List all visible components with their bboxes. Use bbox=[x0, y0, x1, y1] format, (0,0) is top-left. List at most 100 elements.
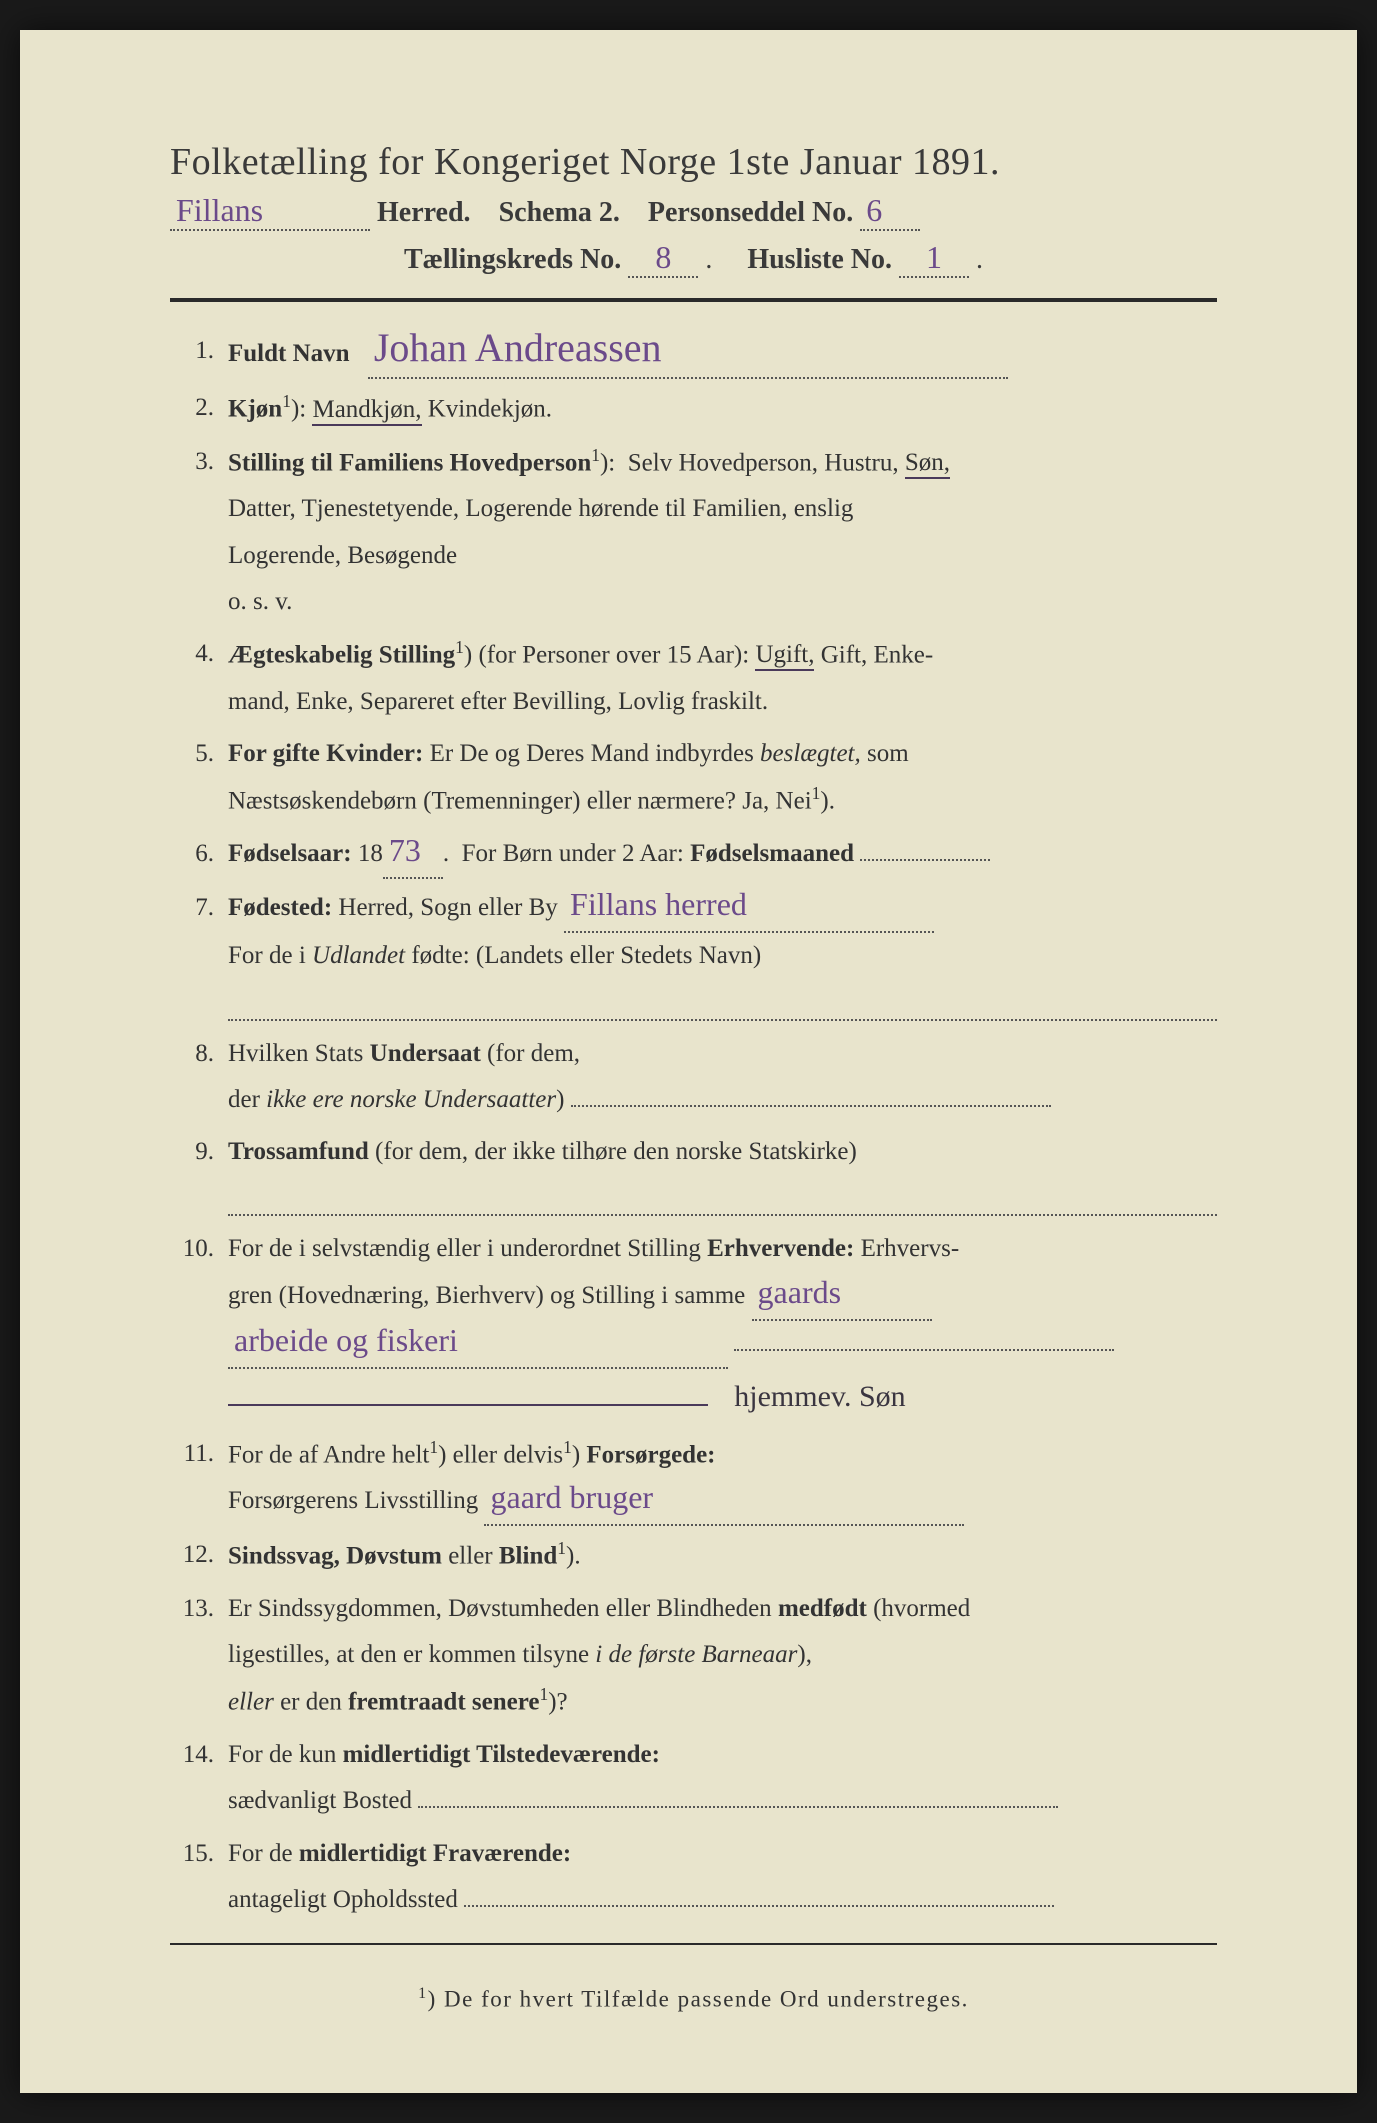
schema-label: Schema 2. bbox=[499, 197, 620, 228]
husliste-label: Husliste No. bbox=[747, 244, 892, 275]
q13-line3b: er den bbox=[280, 1689, 342, 1716]
item-13: 13. Er Sindssygdommen, Døvstumheden elle… bbox=[170, 1586, 1217, 1726]
q10-underline bbox=[228, 1404, 708, 1406]
q3-line4: o. s. v. bbox=[228, 588, 292, 615]
q14-blank bbox=[418, 1783, 1058, 1808]
q15-blank bbox=[464, 1882, 1054, 1907]
husliste-value: 1 bbox=[920, 239, 948, 275]
q13-bold1: medfødt bbox=[778, 1595, 867, 1622]
num-2: 2. bbox=[170, 385, 228, 433]
q12-text: Sindssvag, Døvstum bbox=[228, 1543, 442, 1570]
item-12: 12. Sindssvag, Døvstum eller Blind1). bbox=[170, 1532, 1217, 1580]
personseddel-label: Personseddel No. bbox=[648, 197, 853, 228]
item-6: 6. Fødselsaar: 1873. For Børn under 2 Aa… bbox=[170, 831, 1217, 879]
item-4: 4. Ægteskabelig Stilling1) (for Personer… bbox=[170, 631, 1217, 725]
q13-text2: (hvormed bbox=[873, 1595, 970, 1622]
q7-line2a: For de i bbox=[228, 942, 306, 969]
q4-ugift: Ugift, bbox=[755, 641, 814, 671]
q10-hw3: hjemmev. Søn bbox=[734, 1369, 905, 1425]
q14-text1: For de kun bbox=[228, 1741, 336, 1768]
q12-bold2: Blind bbox=[499, 1543, 557, 1570]
q10-hw2: arbeide og fiskeri bbox=[228, 1322, 464, 1358]
q13-bold2: fremtraadt senere bbox=[348, 1689, 539, 1716]
q2-label: Kjøn bbox=[228, 396, 282, 423]
footer-rule bbox=[170, 1943, 1217, 1945]
q5-text1: Er De og Deres Mand indbyrdes bbox=[430, 740, 754, 767]
personseddel-value: 6 bbox=[860, 192, 888, 228]
q10-text1: For de i selvstændig eller i underordnet… bbox=[228, 1235, 701, 1262]
herred-value: Fillans bbox=[170, 192, 269, 228]
q8-text1: Hvilken Stats bbox=[228, 1040, 363, 1067]
q7-line2b: Udlandet bbox=[312, 942, 405, 969]
q9-bold: Trossamfund bbox=[228, 1138, 369, 1165]
q6-label2: For Børn under 2 Aar: bbox=[462, 840, 684, 867]
item-5: 5. For gifte Kvinder: Er De og Deres Man… bbox=[170, 731, 1217, 825]
q8-ital: ikke ere norske Undersaatter bbox=[266, 1086, 556, 1113]
taellingskreds-value: 8 bbox=[649, 239, 677, 275]
q13-text1: Er Sindssygdommen, Døvstumheden eller Bl… bbox=[228, 1595, 772, 1622]
q3-label: Stilling til Familiens Hovedperson bbox=[228, 449, 591, 476]
q10-bold: Erhvervende: bbox=[707, 1235, 854, 1262]
header-rule bbox=[170, 298, 1217, 302]
q3-line3: Logerende, Besøgende bbox=[228, 542, 457, 569]
item-10: 10. For de i selvstændig eller i underor… bbox=[170, 1226, 1217, 1424]
num-10: 10. bbox=[170, 1226, 228, 1424]
num-12: 12. bbox=[170, 1532, 228, 1580]
q13-ital: i de første Barneaar bbox=[595, 1641, 797, 1668]
q11-line2: Forsørgerens Livsstilling bbox=[228, 1487, 478, 1514]
q9-blank-line bbox=[228, 1181, 1217, 1216]
num-4: 4. bbox=[170, 631, 228, 725]
num-8: 8. bbox=[170, 1031, 228, 1124]
footnote: 1) De for hvert Tilfælde passende Ord un… bbox=[170, 1985, 1217, 2013]
q1-value: Johan Andreassen bbox=[368, 325, 668, 370]
num-1: 1. bbox=[170, 328, 228, 379]
item-2: 2. Kjøn1): Mandkjøn, Kvindekjøn. bbox=[170, 385, 1217, 433]
q15-text1: For de bbox=[228, 1840, 293, 1867]
num-13: 13. bbox=[170, 1586, 228, 1726]
q4-paren: (for Personer over 15 Aar): bbox=[478, 641, 749, 668]
q14-line2: sædvanligt Bosted bbox=[228, 1787, 412, 1814]
num-7: 7. bbox=[170, 885, 228, 980]
header-row-3: Tællingskreds No. 8 . Husliste No. 1 . bbox=[170, 241, 1217, 278]
form-body: 1. Fuldt Navn Johan Andreassen 2. Kjøn1)… bbox=[170, 328, 1217, 1923]
q15-bold: midlertidigt Fraværende: bbox=[299, 1840, 571, 1867]
q2-kvindekjon: Kvindekjøn. bbox=[428, 396, 552, 423]
num-9: 9. bbox=[170, 1129, 228, 1175]
q1-label: Fuldt Navn bbox=[228, 340, 350, 367]
footnote-text: De for hvert Tilfælde passende Ord under… bbox=[444, 1987, 969, 2012]
q13-line3c: ? bbox=[557, 1689, 568, 1716]
q6-label3: Fødselsmaaned bbox=[690, 840, 854, 867]
q12-text2: eller bbox=[448, 1543, 492, 1570]
q3-line2: Datter, Tjenestetyende, Logerende hørend… bbox=[228, 495, 853, 522]
q13-line2a: ligestilles, at den er kommen tilsyne bbox=[228, 1641, 589, 1668]
num-14: 14. bbox=[170, 1732, 228, 1825]
form-title: Folketælling for Kongeriget Norge 1ste J… bbox=[170, 140, 1217, 184]
q8-close: ) bbox=[556, 1086, 564, 1113]
item-7: 7. Fødested: Herred, Sogn eller By Filla… bbox=[170, 885, 1217, 980]
q11-text2: eller delvis bbox=[453, 1441, 563, 1468]
num-11: 11. bbox=[170, 1431, 228, 1527]
q7-value: Fillans herred bbox=[564, 886, 753, 922]
q5-text2: som bbox=[867, 740, 909, 767]
item-11: 11. For de af Andre helt1) eller delvis1… bbox=[170, 1431, 1217, 1527]
item-14: 14. For de kun midlertidigt Tilstedevære… bbox=[170, 1732, 1217, 1825]
q10-line2: gren (Hovednæring, Bierhverv) og Stillin… bbox=[228, 1282, 745, 1309]
q5-line2: Næstsøskendebørn (Tremenninger) eller næ… bbox=[228, 788, 812, 815]
q4-line2: mand, Enke, Separeret efter Bevilling, L… bbox=[228, 688, 768, 715]
q8-text2: (for dem, bbox=[487, 1040, 580, 1067]
q6-year: 73 bbox=[383, 832, 427, 868]
q10-blank bbox=[734, 1326, 1114, 1351]
q4-rest1: Gift, Enke- bbox=[821, 641, 933, 668]
item-3: 3. Stilling til Familiens Hovedperson1):… bbox=[170, 439, 1217, 625]
item-1: 1. Fuldt Navn Johan Andreassen bbox=[170, 328, 1217, 379]
q8-bold: Undersaat bbox=[370, 1040, 481, 1067]
q14-bold: midlertidigt Tilstedeværende: bbox=[343, 1741, 660, 1768]
q13-line2b: ), bbox=[797, 1641, 812, 1668]
num-3: 3. bbox=[170, 439, 228, 625]
q11-hw: gaard bruger bbox=[484, 1479, 659, 1515]
q4-label: Ægteskabelig Stilling bbox=[228, 641, 455, 668]
q3-line1: Selv Hovedperson, Hustru, bbox=[628, 449, 899, 476]
taellingskreds-label: Tællingskreds No. bbox=[404, 244, 621, 275]
q9-text: (for dem, der ikke tilhøre den norske St… bbox=[375, 1138, 857, 1165]
q5-label: For gifte Kvinder: bbox=[228, 740, 423, 767]
